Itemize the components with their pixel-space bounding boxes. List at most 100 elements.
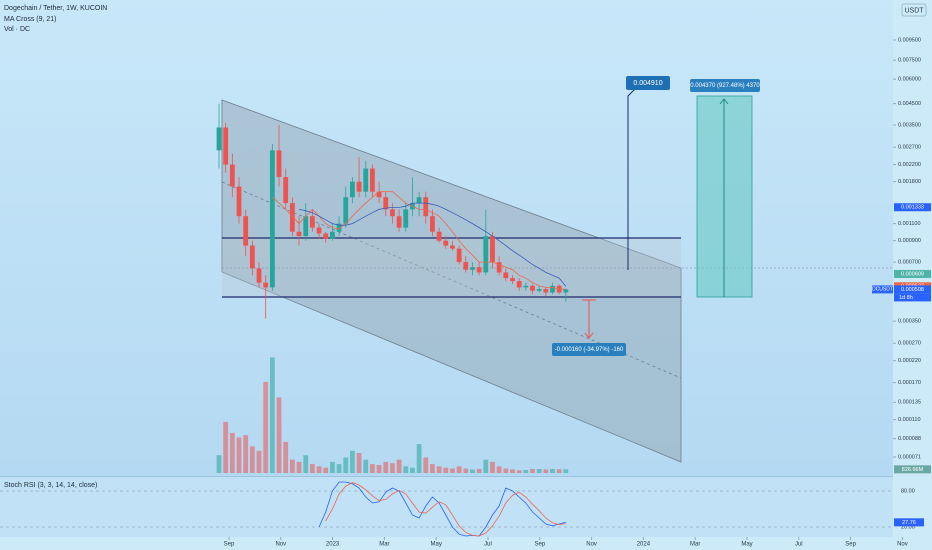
ma-line [272,191,566,290]
candle-body [343,197,349,224]
x-tick-label: Mar [379,542,389,548]
candle-body [229,164,235,187]
volume-bar [436,466,442,473]
y-tick-label: 0.000350 [898,319,921,325]
volume-bar [296,461,302,473]
price-badge [894,269,931,278]
candle-body [530,285,535,291]
candle-body [236,186,242,217]
volume-bar [396,459,402,473]
ma-line [298,202,567,287]
x-tick-label: Nov [897,542,908,548]
candle-body [403,209,409,228]
stoch-pane [0,477,893,537]
candle-body [223,127,229,165]
candle-body [336,223,342,232]
candle-body [276,150,282,178]
volume-bar [456,466,462,473]
stoch-line [318,481,566,537]
volume-bar [249,446,255,473]
volume-bar [376,465,382,473]
long-arrow-head [719,98,729,105]
volume-bar [403,466,409,473]
candle-body [436,231,442,241]
price-axis [893,0,932,537]
y-tick-label: 20.00 [901,524,915,530]
x-tick-label: Jul [795,542,803,548]
candle-body [376,191,382,198]
y-tick-label: 0.000110 [898,417,921,423]
volume-bar [530,469,535,473]
symbol-badge [872,285,893,294]
y-tick-label: 0.007500 [898,58,921,64]
volume-bar [276,397,282,473]
y-tick-label: 0.002200 [898,162,921,168]
candle-body [309,216,315,228]
volume-bar [316,466,322,473]
y-tick-label: 80.00 [901,488,915,494]
volume-bar [263,381,269,473]
price-badge-label: 0.000609 [901,271,924,277]
price-badge [894,203,931,212]
volume-bar [236,437,242,473]
candle-body [443,240,449,246]
indicator-label: Vol · DC [4,26,30,33]
x-tick-label: 2023 [326,542,340,548]
candle-body [363,168,369,192]
volume-bar [390,463,395,473]
candle-body [483,236,489,273]
y-tick-label: 0.000071 [898,454,921,460]
candle-body [370,168,375,192]
volume-bar [229,433,235,473]
y-tick-label: 0.000700 [898,260,921,266]
volume-bar [536,469,542,473]
volume-bar [363,459,369,473]
price-badge-label: 0.001333 [901,205,924,211]
volume-bar [303,455,309,473]
volume-bar [416,444,422,473]
stoch-line [325,482,566,537]
long-label: 0.004370 (927.48%) 4370 [690,83,760,89]
candle-body [423,197,429,217]
volume-bar [476,469,482,473]
candle-body [550,285,555,293]
volume-bar [283,441,289,473]
volume-bar [410,467,415,473]
volume-bar [309,464,315,473]
candle-body [263,282,269,288]
target-label: 0.004910 [633,80,662,87]
volume-bar [510,469,515,473]
volume-bar [329,461,335,473]
volume-bar [430,464,435,473]
volume-bar [223,421,229,473]
candle-body [289,203,295,232]
x-tick-label: Jul [484,542,492,548]
x-tick-label: Sep [845,542,856,548]
volume-bar [483,459,489,473]
x-tick-label: 2024 [637,542,651,548]
chart-title: Dogechain / Tether, 1W, KUCOIN [4,5,107,12]
volume-bar [323,467,329,473]
candle-body [316,227,322,234]
volume-bar [490,461,495,473]
x-tick-label: May [431,542,442,548]
candle-body [450,245,455,249]
candle-body [323,233,329,239]
y-tick-label: 0.002700 [898,145,921,151]
x-tick-label: Nov [586,542,597,548]
volume-badge-label: 826.66M [902,467,924,473]
y-tick-label: 0.000170 [898,380,921,386]
volume-bar [556,469,562,473]
target-label-box [626,76,670,90]
volume-bar [356,453,362,473]
channel [221,99,682,463]
countdown-badge [894,293,931,302]
volume-bar [443,467,449,473]
volume-bar [243,435,249,473]
y-tick-label: 0.001800 [898,179,921,185]
candle-body [243,216,249,246]
volume-bar [269,357,275,473]
volume-bar [370,464,375,473]
volume-bar [289,459,295,473]
